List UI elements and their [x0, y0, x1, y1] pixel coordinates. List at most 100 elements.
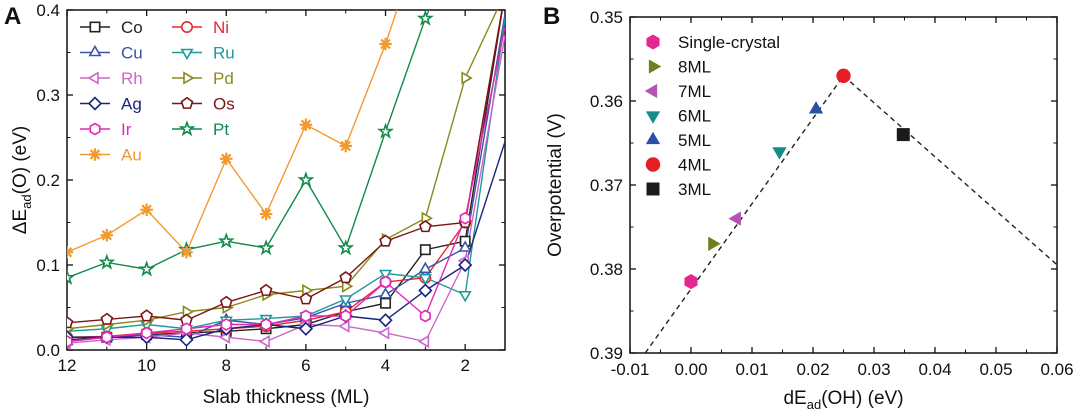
legend-marker-3ml: [646, 182, 660, 196]
legend-label-ni: Ni: [213, 18, 229, 37]
data-point-ag: [458, 257, 473, 273]
data-point-rh: [377, 326, 390, 340]
legend-item-ir: Ir: [80, 120, 132, 139]
data-point-ir: [419, 309, 431, 323]
series-line-pd: [67, 10, 498, 330]
legend-item-3ml: 3ML: [646, 180, 711, 199]
legend-a: Co Ni Cu Ru Rh Pd Ag Os Ir Pt Au: [80, 18, 235, 165]
legend-item-au: Au: [80, 146, 142, 165]
data-point-3ml: [896, 128, 910, 142]
legend-marker-rh: [87, 71, 99, 85]
legend-marker-co: [89, 21, 101, 33]
x-tick-label-b: 0.01: [735, 360, 768, 379]
y-tick-label-a: 0.3: [36, 86, 60, 105]
data-point-ru: [418, 273, 432, 286]
legend-item-6ml: 6ML: [645, 107, 711, 126]
data-point-pt: [337, 239, 355, 256]
data-point-5ml: [808, 101, 824, 114]
data-point-pt: [377, 122, 395, 139]
x-axis-label-a: Slab thickness (ML): [203, 387, 370, 408]
data-point-cu: [458, 240, 472, 252]
y-tick-label-a: 0.2: [36, 171, 60, 190]
data-point-co: [419, 244, 431, 256]
y-tick-label-b: 0.38: [590, 260, 623, 279]
legend-label-os: Os: [213, 95, 235, 114]
data-point-au: [339, 139, 352, 153]
y-axis-label-a-main: ΔE: [10, 209, 31, 234]
legend-marker-4ml: [645, 157, 661, 172]
panel-label-b: B: [543, 3, 560, 30]
data-point-au: [379, 37, 392, 51]
data-point-ru: [458, 290, 472, 303]
data-point-os: [219, 295, 233, 308]
data-point-os: [418, 220, 432, 233]
legend-marker-single-crystal: [646, 34, 660, 50]
y-axis-label-a-tail: (O) (eV): [10, 126, 31, 195]
legend-item-ni: Ni: [172, 18, 229, 37]
legend-label-ag: Ag: [121, 95, 142, 114]
data-point-au: [220, 152, 233, 165]
legend-marker-ag: [87, 96, 103, 111]
data-point-au: [100, 229, 114, 242]
data-point-rh: [338, 319, 350, 333]
data-point-ir: [340, 309, 352, 323]
data-point-4ml: [836, 68, 851, 84]
x-tick-label-b: 0.00: [674, 360, 707, 379]
data-point-ag: [179, 332, 194, 347]
legend-label-5ml: 5ML: [678, 131, 711, 150]
legend-label-6ml: 6ML: [678, 107, 711, 126]
data-point-7ml: [728, 211, 741, 226]
data-point-os: [379, 234, 392, 247]
data-point-ag: [298, 321, 314, 336]
legend-item-4ml: 4ML: [645, 156, 711, 175]
x-tick-label-b: 0.02: [796, 360, 829, 379]
data-point-6ml: [772, 147, 787, 160]
data-point-pd: [341, 279, 354, 293]
legend-item-cu: Cu: [80, 44, 143, 63]
data-point-os: [259, 283, 273, 296]
legend-marker-pd: [183, 71, 195, 85]
series-line-os: [67, 10, 503, 324]
x-axis-label-b-sub: ad: [807, 397, 821, 412]
legend-label-8ml: 8ML: [678, 58, 711, 77]
data-point-pt: [67, 268, 76, 285]
series-line-au: [67, 10, 398, 254]
data-point-ru: [378, 269, 393, 282]
data-point-pt: [98, 253, 116, 270]
x-tick-label-a: 8: [222, 356, 231, 375]
legend-label-rh: Rh: [121, 69, 143, 88]
x-axis-label-b: dEad(OH) (eV): [783, 388, 903, 412]
data-point-pt: [297, 171, 315, 188]
y-axis-label-a-sub: ad: [19, 194, 34, 208]
legend-label-pt: Pt: [213, 120, 229, 139]
data-point-au: [67, 246, 74, 259]
data-point-au: [299, 118, 313, 131]
legend-item-co: Co: [80, 18, 143, 37]
data-point-pt: [257, 239, 275, 256]
x-tick-label-b: 0.05: [979, 360, 1012, 379]
y-tick-label-b: 0.37: [590, 176, 623, 195]
data-point-cu: [378, 287, 393, 299]
volcano-lines: [644, 75, 1057, 353]
legend-marker-cu: [88, 44, 102, 57]
legend-marker-5ml: [645, 131, 661, 145]
series-line-cu: [67, 14, 505, 343]
x-tick-label-a: 2: [460, 356, 469, 375]
x-tick-label-a: 6: [301, 356, 310, 375]
legend-label-4ml: 4ML: [678, 156, 711, 175]
legend-item-os: Os: [172, 95, 235, 114]
data-point-pt: [138, 260, 156, 277]
legend-marker-6ml: [645, 111, 661, 124]
data-point-au: [259, 207, 273, 221]
legend-marker-ni: [181, 20, 194, 33]
legend-marker-7ml: [644, 83, 658, 99]
data-point-pt: [416, 10, 434, 26]
legend-marker-pt: [178, 120, 196, 137]
legend-label-cu: Cu: [121, 44, 143, 63]
legend-label-single-crystal: Single-crystal: [678, 33, 780, 52]
y-tick-label-b: 0.35: [590, 8, 623, 27]
legend-marker-ru: [180, 48, 194, 61]
legend-marker-os: [180, 96, 194, 109]
